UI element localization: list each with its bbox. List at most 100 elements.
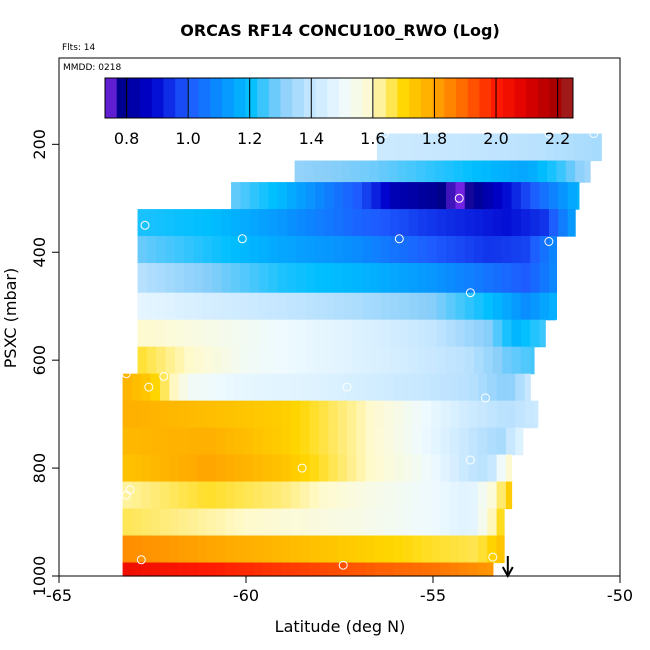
colorbar-segment	[537, 78, 551, 118]
heatmap-cell	[231, 319, 241, 348]
heatmap-cell	[393, 454, 404, 483]
heatmap-cell	[305, 292, 316, 321]
heatmap-cell	[216, 481, 227, 510]
heatmap-cell	[365, 427, 376, 456]
heatmap-cell	[464, 209, 475, 237]
heatmap-cell	[206, 454, 217, 483]
heatmap-cell	[156, 236, 167, 264]
heatmap-cell	[389, 182, 400, 210]
heatmap-cell	[240, 319, 251, 348]
heatmap-cell	[548, 236, 558, 264]
heatmap-cell	[442, 133, 453, 162]
heatmap-cell	[468, 508, 479, 537]
heatmap-cell	[520, 263, 531, 294]
heatmap-cell	[418, 263, 428, 294]
heatmap-cell	[272, 535, 283, 564]
heatmap-cell	[421, 562, 432, 577]
heatmap-cell	[389, 263, 400, 294]
heatmap-cell	[548, 292, 558, 321]
heatmap-cell	[440, 481, 451, 510]
heatmap-cell	[305, 319, 316, 348]
heatmap-cell	[332, 160, 342, 183]
heatmap-cell	[174, 236, 185, 264]
colorbar-tick-label: 1.4	[299, 129, 324, 148]
heatmap-cell	[146, 209, 157, 237]
heatmap-cell	[300, 535, 311, 564]
heatmap-cell	[464, 292, 475, 321]
heatmap-cell	[244, 508, 255, 537]
heatmap-cell	[159, 373, 170, 402]
colorbar-segment	[374, 78, 387, 118]
colorbar-segment	[210, 78, 223, 118]
heatmap-cell	[498, 133, 509, 162]
sample-point	[465, 288, 475, 298]
heatmap-cell	[300, 400, 311, 429]
heatmap-cell	[122, 427, 133, 456]
heatmap-cell	[421, 481, 432, 510]
heatmap-cell	[131, 508, 142, 537]
heatmap-cell	[386, 133, 397, 162]
heatmap-cell	[567, 209, 576, 237]
colorbar-segment	[327, 78, 340, 118]
heatmap-cell	[156, 209, 167, 237]
heatmap-cell	[333, 319, 344, 348]
heatmap-cell	[188, 454, 198, 483]
heatmap-cell	[202, 263, 213, 294]
heatmap-cell	[584, 160, 591, 183]
heatmap-cell	[477, 454, 488, 483]
colorbar-segment	[526, 78, 539, 118]
heatmap-cell	[446, 182, 457, 210]
heatmap-cell	[449, 562, 460, 577]
heatmap-cell	[240, 346, 251, 375]
heatmap-cell	[156, 319, 167, 348]
heatmap-cell	[253, 508, 264, 537]
heatmap-cell	[346, 427, 357, 456]
heatmap-cell	[440, 535, 451, 564]
heatmap-cell	[455, 319, 466, 348]
heatmap-cell	[234, 562, 245, 577]
heatmap-cell	[268, 209, 279, 237]
heatmap-cell	[380, 209, 391, 237]
heatmap-cell	[328, 427, 339, 456]
heatmap-cell	[492, 209, 503, 237]
heatmap-cell	[408, 236, 419, 264]
heatmap-cell	[290, 535, 301, 564]
heatmap-cell	[141, 454, 152, 483]
heatmap-cell	[403, 508, 414, 537]
heatmap-cell	[449, 481, 460, 510]
heatmap-cell	[324, 346, 335, 375]
heatmap-cell	[505, 427, 516, 456]
heatmap-cell	[563, 133, 574, 162]
heatmap-cell	[324, 209, 335, 237]
heatmap-cell	[197, 481, 208, 510]
sample-point	[237, 234, 247, 244]
colorbar-tick-label: 1.2	[237, 129, 262, 148]
heatmap-cell	[440, 454, 451, 483]
heatmap-cell	[122, 400, 133, 429]
heatmap-cell	[492, 263, 503, 294]
heatmap-cell	[483, 236, 494, 264]
heatmap-cell	[361, 292, 372, 321]
heatmap-cell	[479, 133, 490, 162]
heatmap-cell	[539, 292, 550, 321]
heatmap-cell	[234, 373, 245, 402]
heatmap-cell	[384, 562, 395, 577]
heatmap-cell	[352, 236, 363, 264]
heatmap-cell	[281, 562, 292, 577]
heatmap-cell	[502, 263, 513, 294]
heatmap-cell	[464, 263, 475, 294]
heatmap-cell	[418, 292, 428, 321]
heatmap-cell	[449, 400, 460, 429]
heatmap-cell	[511, 182, 522, 210]
heatmap-cell	[131, 454, 142, 483]
heatmap-cell	[296, 209, 307, 237]
heatmap-cell	[184, 292, 195, 321]
heatmap-cell	[356, 400, 367, 429]
heatmap-cell	[449, 373, 460, 402]
colorbar-segment	[198, 78, 211, 118]
heatmap-cell	[356, 508, 367, 537]
heatmap-cell	[169, 508, 180, 537]
heatmap-cell	[165, 263, 176, 294]
heatmap-cell	[427, 292, 438, 321]
heatmap-cell	[150, 508, 161, 537]
